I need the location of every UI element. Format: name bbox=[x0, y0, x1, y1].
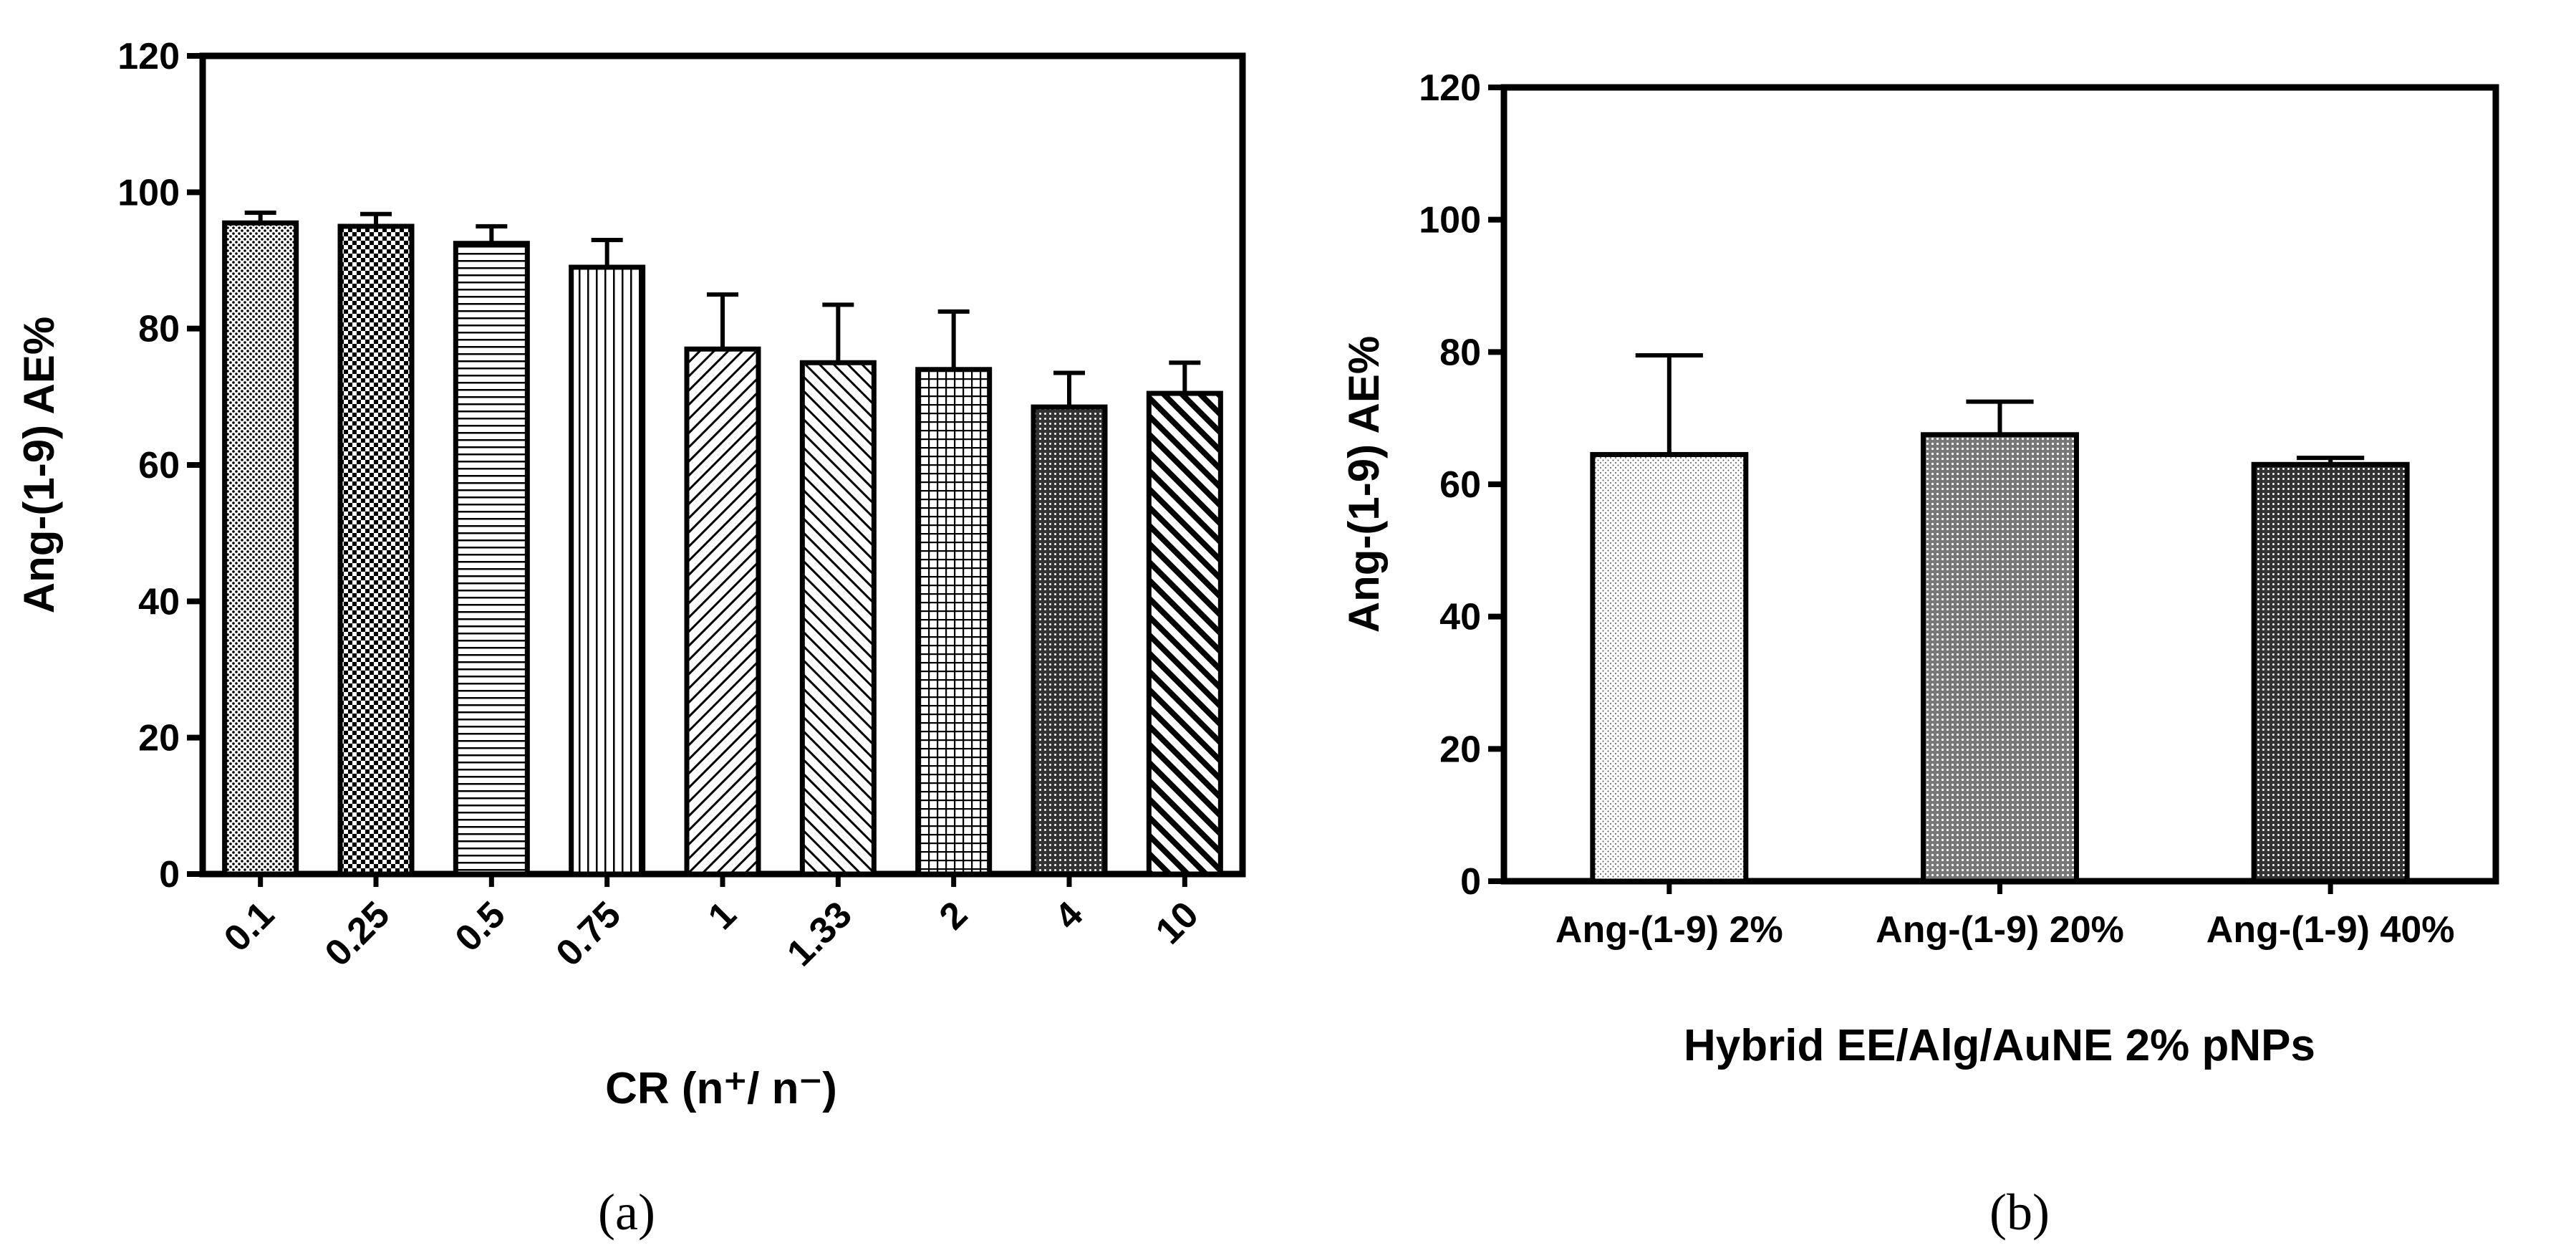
panel-caption: (b) bbox=[1989, 1184, 2050, 1241]
x-tick-label: Ang-(1-9) 20% bbox=[1876, 909, 2124, 951]
bar-0.75 bbox=[569, 264, 646, 877]
x-tick-label: 2 bbox=[932, 893, 975, 937]
chart-panel-a: 0 20 40 60 80 100 120 0.1 0.25 0.5 0.75 1 1.33 2 4 10 An… bbox=[15, 36, 1246, 1241]
bar-1 bbox=[684, 346, 761, 877]
bar-10 bbox=[1146, 390, 1223, 877]
y-tick-label: 40 bbox=[1439, 597, 1481, 638]
y-tick-label: 100 bbox=[1419, 200, 1481, 241]
y-tick-label: 60 bbox=[1439, 464, 1481, 506]
bar-0.5 bbox=[453, 241, 530, 877]
chart-panel-b: 0 20 40 60 80 100 120 Ang-(1-9) 2% Ang-(1-9) 20%… bbox=[1340, 67, 2499, 1241]
bar-Ang-(1-9) 20% bbox=[1921, 432, 2079, 884]
x-axis-label: CR (n⁺/ n⁻) bbox=[605, 1064, 837, 1113]
bar-4 bbox=[1031, 404, 1108, 877]
y-tick-label: 80 bbox=[1439, 332, 1481, 373]
y-tick-label: 60 bbox=[138, 445, 180, 486]
x-tick-label: 10 bbox=[1148, 893, 1207, 952]
y-tick-label: 20 bbox=[1439, 729, 1481, 770]
x-tick-label: 0.75 bbox=[549, 893, 629, 974]
x-tick-label: Ang-(1-9) 40% bbox=[2206, 909, 2455, 951]
y-tick-label: 120 bbox=[117, 36, 180, 77]
y-axis-label: Ang-(1-9) AE% bbox=[15, 317, 63, 613]
bar-Ang-(1-9) 2% bbox=[1590, 451, 1749, 884]
x-tick-label: 0.1 bbox=[216, 893, 282, 959]
x-tick-label: 0.25 bbox=[317, 893, 398, 974]
bar-0.1 bbox=[222, 220, 299, 877]
bar-2 bbox=[915, 367, 993, 877]
x-axis-label: Hybrid EE/Alg/AuNE 2% pNPs bbox=[1684, 1021, 2315, 1070]
y-tick-label: 120 bbox=[1419, 67, 1481, 109]
y-tick-label: 0 bbox=[1460, 861, 1481, 903]
y-tick-label: 100 bbox=[117, 172, 180, 213]
y-tick-label: 20 bbox=[138, 718, 180, 759]
x-tick-label: Ang-(1-9) 2% bbox=[1555, 909, 1783, 951]
panel-caption: (a) bbox=[598, 1184, 655, 1241]
x-tick-label: 1.33 bbox=[779, 893, 860, 974]
x-tick-label: 4 bbox=[1047, 893, 1091, 938]
y-tick-label: 0 bbox=[159, 854, 180, 896]
bar-Ang-(1-9) 40% bbox=[2251, 461, 2410, 884]
x-tick-label: 1 bbox=[700, 893, 744, 937]
y-tick-label: 80 bbox=[138, 309, 180, 350]
bar-0.25 bbox=[337, 224, 415, 877]
y-tick-label: 40 bbox=[138, 581, 180, 623]
bar-1.33 bbox=[799, 360, 877, 877]
y-axis-label: Ang-(1-9) AE% bbox=[1340, 336, 1388, 633]
x-tick-label: 0.5 bbox=[448, 893, 513, 959]
